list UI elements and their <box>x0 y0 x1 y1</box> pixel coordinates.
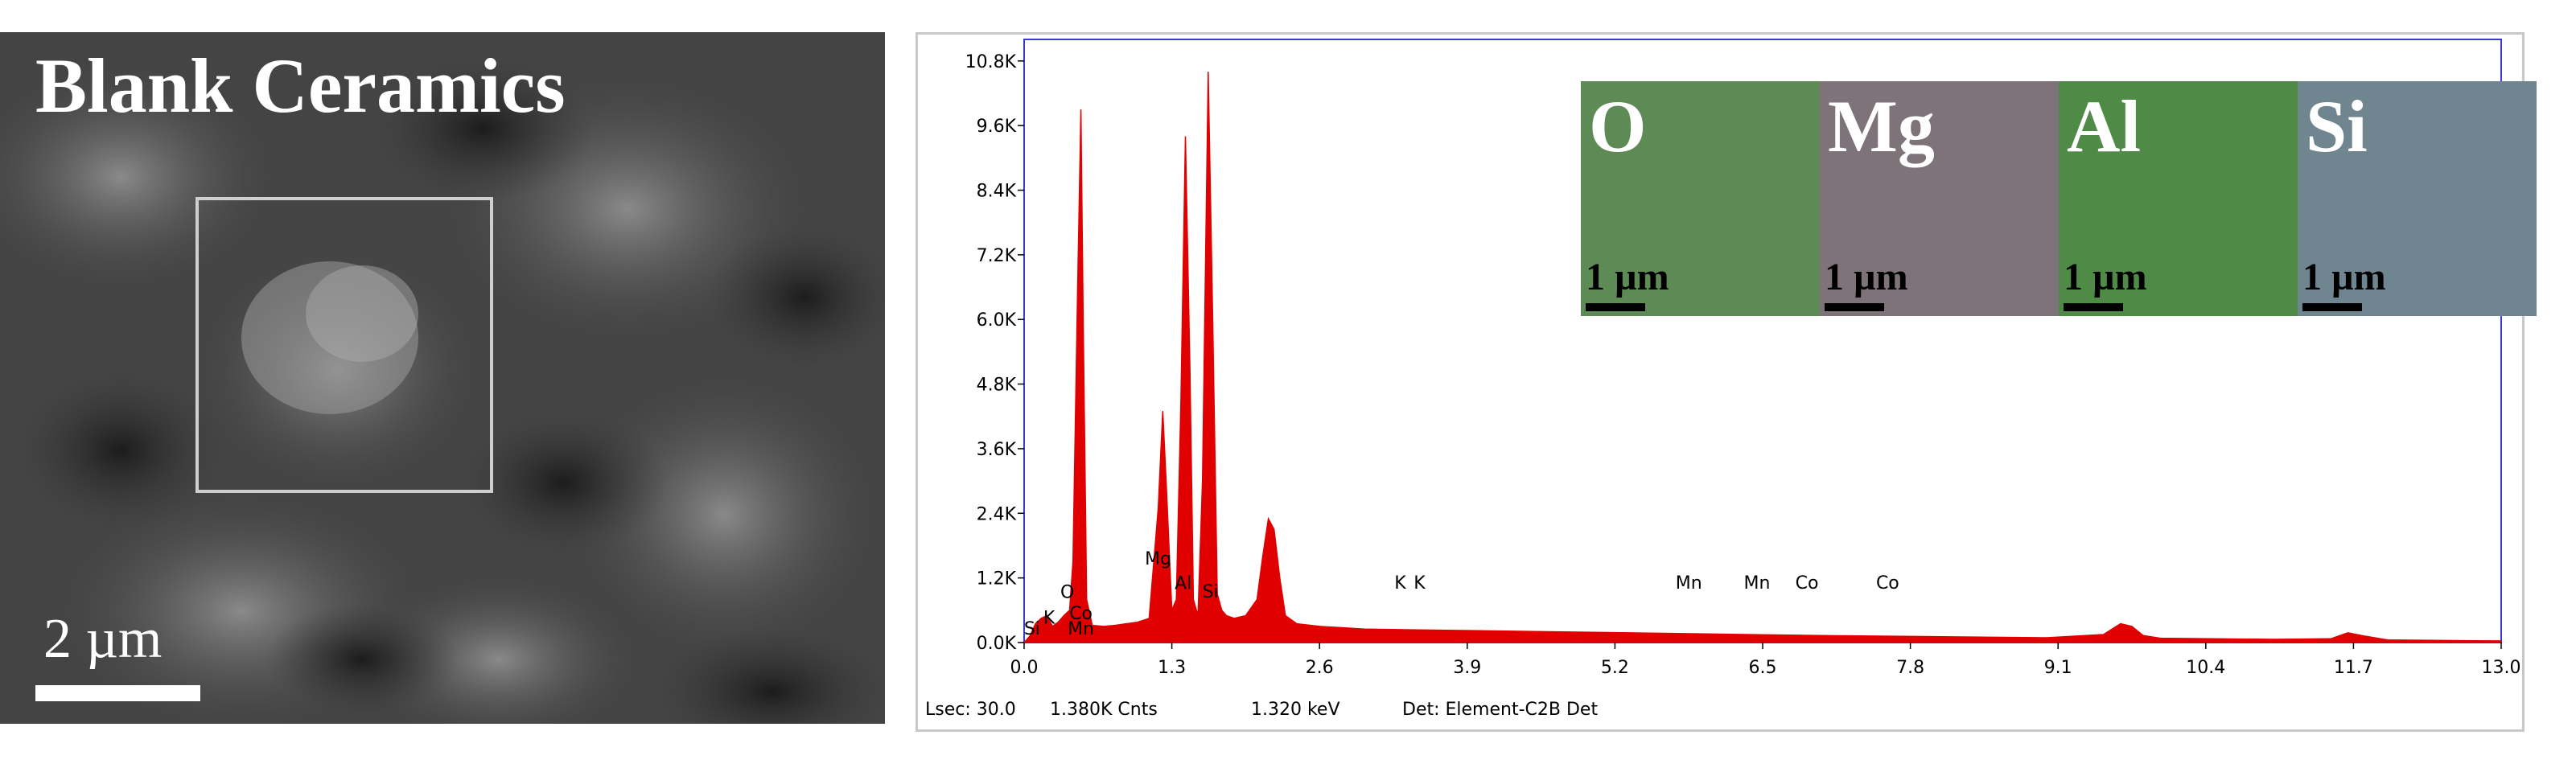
element-map-o: O 1 µm <box>1581 81 1820 316</box>
eds-chart: 0.0 1.3 2.6 3.9 5.2 6.5 7.8 9.1 10.4 11.7 13.0 0.0K… <box>965 39 2521 678</box>
x-tick-label: 3.9 <box>1453 658 1481 678</box>
status-counts: 1.380K Cnts <box>1050 700 1158 720</box>
peak-label: Co <box>1796 573 1819 593</box>
status-energy: 1.320 keV <box>1251 700 1340 720</box>
element-map-background <box>2298 81 2537 316</box>
element-map-scale-bar <box>2064 303 2123 311</box>
element-map-background <box>2059 81 2298 316</box>
element-map-label: O <box>1589 85 1647 167</box>
peak-label: O <box>1060 582 1074 602</box>
sem-micrograph: Blank Ceramics 2 µm <box>0 32 885 724</box>
peak-label: Co <box>1876 573 1899 593</box>
sem-scale-label: 2 µm <box>43 608 163 670</box>
element-map-scale-bar <box>1825 303 1884 311</box>
y-tick-label: 3.6K <box>977 440 1017 460</box>
element-map-mg: Mg 1 µm <box>1820 81 2059 316</box>
peak-label: Mn <box>1068 619 1094 639</box>
element-map-label: Al <box>2067 85 2141 167</box>
y-tick-label: 0.0K <box>977 634 1017 654</box>
x-tick-label: 9.1 <box>2044 658 2072 678</box>
x-tick-label: 7.8 <box>1896 658 1924 678</box>
peak-label: Co <box>1069 604 1093 624</box>
x-tick-label: 0.0 <box>1010 658 1039 678</box>
peak-label: Si <box>1024 619 1040 639</box>
x-tick-label: 6.5 <box>1749 658 1777 678</box>
peak-label: Mn <box>1743 573 1770 593</box>
peak-label: Mn <box>1676 573 1702 593</box>
spectrum-series-0 <box>1023 72 2502 643</box>
x-tick-label: 1.3 <box>1158 658 1186 678</box>
selection-box <box>195 197 493 493</box>
y-tick-label: 10.8K <box>965 52 1017 72</box>
element-map-al: Al 1 µm <box>2059 81 2298 316</box>
status-detector: Det: Element-C2B Det <box>1402 700 1599 720</box>
y-tick-label: 8.4K <box>977 182 1017 202</box>
element-map-scale-label: 1 µm <box>1825 256 1908 298</box>
eds-spectrum-panel: 0.0 1.3 2.6 3.9 5.2 6.5 7.8 9.1 10.4 11.7 13.0 0.0K… <box>916 32 2537 732</box>
sem-title: Blank Ceramics <box>35 43 566 129</box>
y-tick-label: 6.0K <box>977 310 1017 331</box>
y-tick-label: 9.6K <box>977 117 1017 137</box>
x-tick-label: 11.7 <box>2334 658 2373 678</box>
peak-label: K <box>1043 609 1056 629</box>
y-tick-label: 2.4K <box>977 504 1017 524</box>
element-map-background <box>1820 81 2059 316</box>
peak-label: K <box>1414 573 1426 593</box>
element-map-background <box>1581 81 1820 316</box>
element-map-scale-bar <box>2302 303 2362 311</box>
y-tick-label: 7.2K <box>977 246 1017 266</box>
x-tick-label: 2.6 <box>1306 658 1334 678</box>
element-map-scale-label: 1 µm <box>2302 256 2386 298</box>
y-tick-label: 1.2K <box>977 569 1017 589</box>
element-map-label: Si <box>2306 85 2368 167</box>
element-map-scale-bar <box>1586 303 1645 311</box>
peak-label: K <box>1394 573 1406 593</box>
x-tick-label: 10.4 <box>2186 658 2225 678</box>
peak-label: Si <box>1203 582 1219 602</box>
y-tick-label: 4.8K <box>977 376 1017 396</box>
x-tick-label: 13.0 <box>2482 658 2521 678</box>
sem-scale-bar <box>35 685 200 701</box>
peak-label: Al <box>1175 574 1191 594</box>
element-map-scale-label: 1 µm <box>2064 256 2147 298</box>
sem-texture <box>0 32 885 724</box>
element-map-scale-label: 1 µm <box>1586 256 1669 298</box>
status-lsec: Lsec: 30.0 <box>925 700 1016 720</box>
x-tick-label: 5.2 <box>1601 658 1629 678</box>
peak-label: Mg <box>1145 549 1171 569</box>
element-map-label: Mg <box>1828 85 1935 167</box>
element-map-si: Si 1 µm <box>2298 81 2537 316</box>
